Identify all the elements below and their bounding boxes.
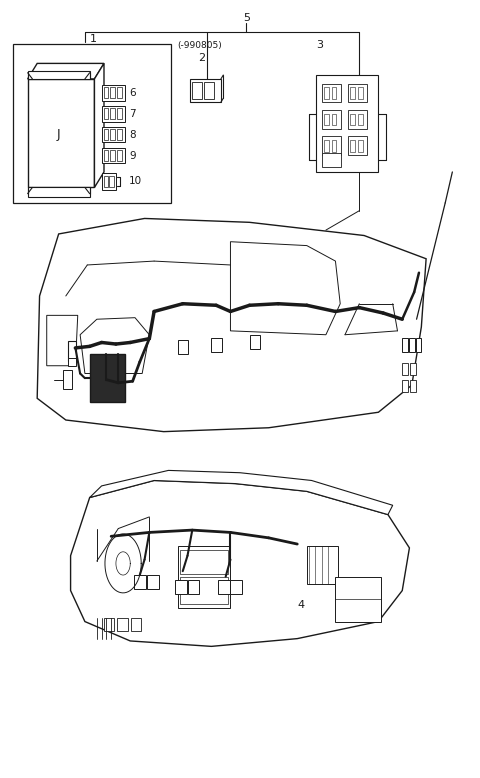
Bar xyxy=(147,575,159,589)
Bar xyxy=(350,140,355,152)
Bar xyxy=(117,619,128,631)
Bar xyxy=(104,87,108,98)
Bar xyxy=(332,140,336,152)
Bar xyxy=(178,545,230,608)
Bar xyxy=(402,380,408,392)
Bar xyxy=(68,358,76,366)
Bar xyxy=(348,83,367,102)
Bar xyxy=(110,87,115,98)
Bar xyxy=(250,335,260,349)
Bar xyxy=(324,114,329,125)
Text: 3: 3 xyxy=(316,40,324,50)
Bar xyxy=(410,363,416,375)
Polygon shape xyxy=(80,317,149,373)
Bar xyxy=(307,545,338,584)
Bar xyxy=(348,110,367,128)
Text: 7: 7 xyxy=(129,109,136,119)
Bar xyxy=(402,363,408,375)
Bar xyxy=(322,136,341,155)
Bar xyxy=(90,354,125,402)
Bar xyxy=(104,619,115,631)
Text: 8: 8 xyxy=(129,130,136,140)
Bar xyxy=(409,338,415,352)
Bar xyxy=(358,114,363,125)
Bar xyxy=(180,550,228,573)
Polygon shape xyxy=(95,63,104,187)
Bar xyxy=(178,340,189,354)
Bar xyxy=(316,75,378,172)
Bar xyxy=(28,71,90,79)
Bar xyxy=(322,83,341,102)
Bar xyxy=(28,187,90,197)
Bar xyxy=(104,129,108,140)
Bar xyxy=(410,380,416,392)
Text: 4: 4 xyxy=(297,600,304,609)
Text: 6: 6 xyxy=(129,88,136,98)
Bar xyxy=(117,87,121,98)
Bar xyxy=(102,148,125,163)
Bar xyxy=(102,127,125,142)
Text: 10: 10 xyxy=(129,177,143,186)
Text: J: J xyxy=(57,128,60,142)
Bar xyxy=(350,114,355,125)
Polygon shape xyxy=(230,242,340,335)
Bar xyxy=(117,150,121,161)
Bar xyxy=(117,108,121,119)
Bar xyxy=(332,114,336,125)
Bar xyxy=(358,140,363,152)
Bar xyxy=(102,173,116,190)
Bar xyxy=(188,580,199,594)
Polygon shape xyxy=(90,471,393,514)
Bar xyxy=(102,106,125,121)
Bar xyxy=(324,87,329,99)
Bar xyxy=(358,87,363,99)
Bar xyxy=(110,129,115,140)
Polygon shape xyxy=(37,219,426,432)
Bar xyxy=(192,82,202,99)
Bar xyxy=(63,370,72,389)
Bar xyxy=(104,176,108,187)
Text: 1: 1 xyxy=(90,33,96,44)
Bar xyxy=(104,150,108,161)
Bar xyxy=(175,580,187,594)
Bar xyxy=(336,576,381,622)
Bar xyxy=(322,153,341,167)
Bar xyxy=(13,44,171,203)
Bar xyxy=(204,82,214,99)
Bar xyxy=(211,338,222,352)
Bar xyxy=(68,341,76,361)
Bar xyxy=(402,338,408,352)
Bar xyxy=(230,580,242,594)
Bar xyxy=(110,108,115,119)
Bar xyxy=(131,619,141,631)
Bar xyxy=(109,176,114,187)
Bar xyxy=(102,85,125,100)
Bar xyxy=(416,338,421,352)
Bar xyxy=(332,87,336,99)
Polygon shape xyxy=(71,481,409,647)
Polygon shape xyxy=(47,315,78,366)
Text: 9: 9 xyxy=(129,151,136,161)
Bar xyxy=(180,576,228,604)
Bar xyxy=(104,108,108,119)
Text: 5: 5 xyxy=(243,12,250,23)
Bar xyxy=(110,150,115,161)
Bar xyxy=(117,129,121,140)
Text: (-990805): (-990805) xyxy=(177,41,222,50)
Polygon shape xyxy=(28,63,104,79)
Bar xyxy=(324,140,329,152)
Bar xyxy=(350,87,355,99)
Bar xyxy=(322,110,341,128)
Text: 2: 2 xyxy=(198,53,205,63)
Polygon shape xyxy=(28,79,95,187)
Bar xyxy=(134,575,146,589)
Bar xyxy=(348,136,367,155)
Bar xyxy=(190,79,221,102)
Bar xyxy=(217,580,229,594)
